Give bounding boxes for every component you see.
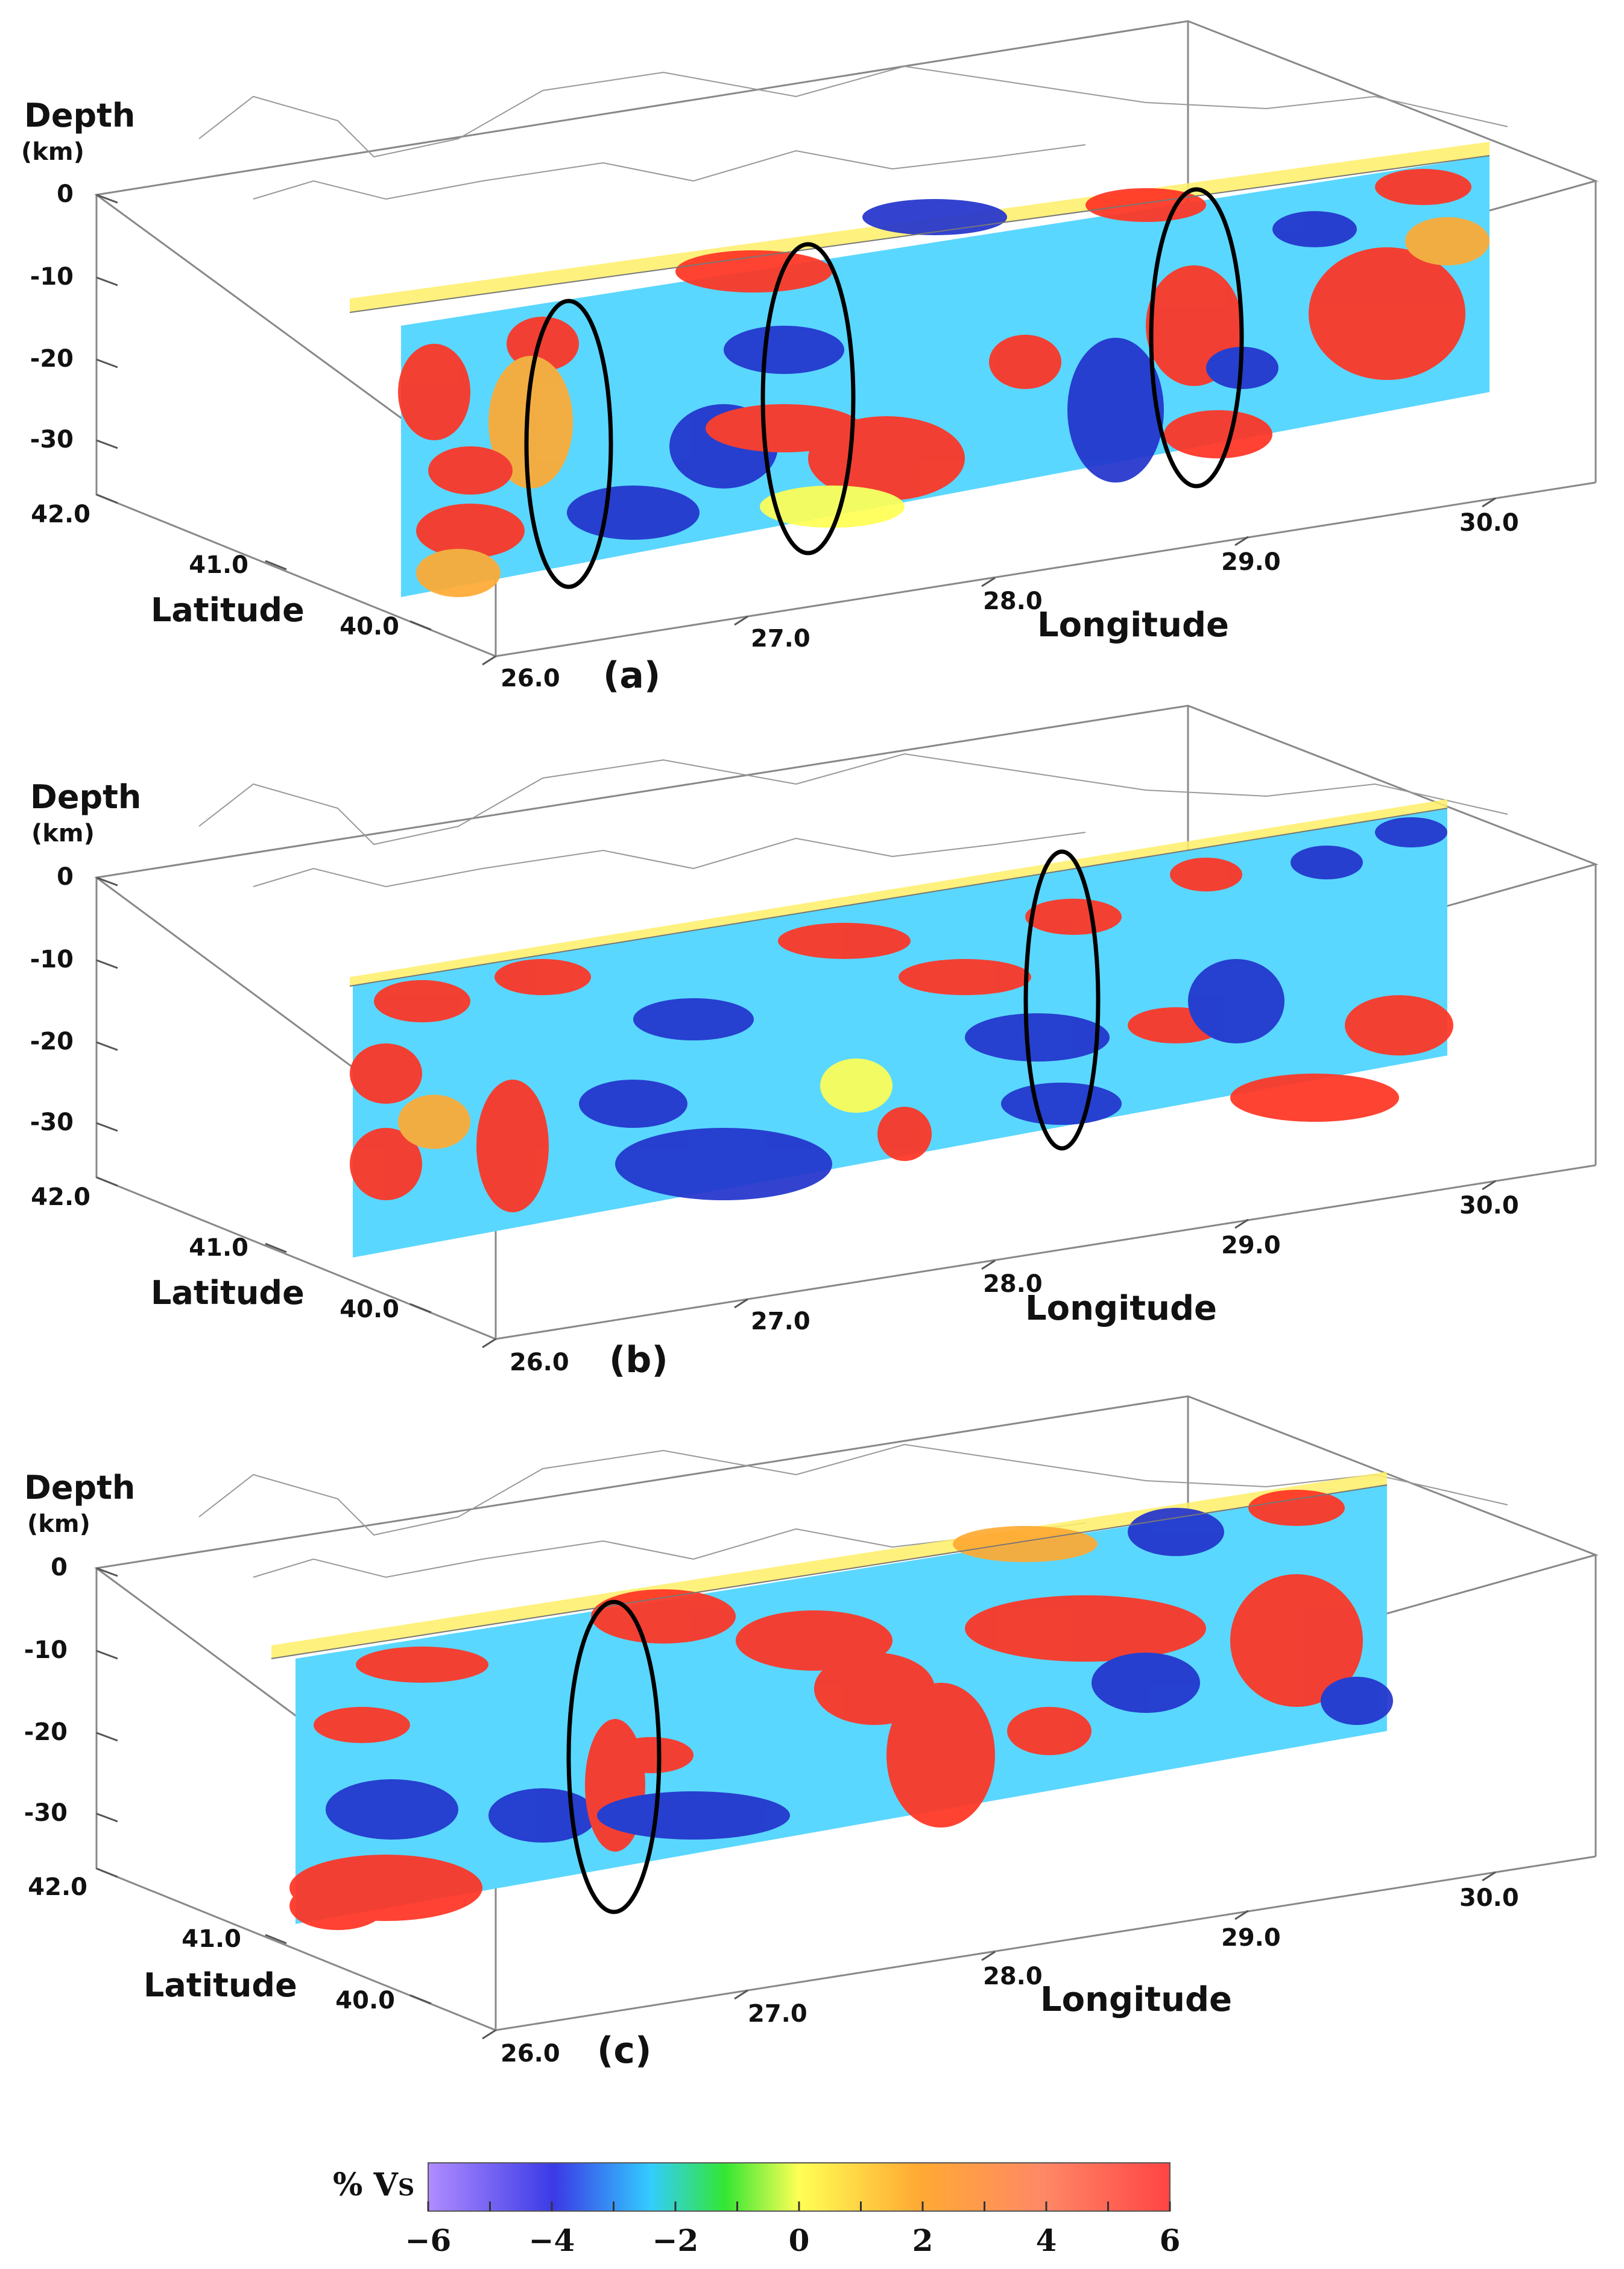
colorbar-tick-labels: −6 −4 −2 0 2 4 6 xyxy=(405,2223,1181,2258)
longitude-axis-title: Longitude xyxy=(1025,1289,1217,1328)
depth-tick: -20 xyxy=(24,1718,68,1746)
panel-c: Depth (km) 0 -10 -20 -30 42.0 41.0 40.0 … xyxy=(24,1395,1599,2072)
surface-band xyxy=(271,1472,1387,1659)
latitude-tick: 41.0 xyxy=(182,1925,241,1953)
longitude-tick: 28.0 xyxy=(983,1270,1043,1298)
longitude-ticks xyxy=(482,1871,1496,2040)
longitude-ticks xyxy=(482,497,1496,666)
depth-tick: -30 xyxy=(30,426,74,454)
depth-tick: -10 xyxy=(30,946,74,973)
panel-a: Depth (km) 0 -10 -20 -30 42.0 41.0 40.0 … xyxy=(21,20,1599,697)
colorbar-tick-label: −2 xyxy=(652,2223,699,2258)
depth-axis-unit: (km) xyxy=(27,1510,90,1538)
latitude-tick: 40.0 xyxy=(340,613,399,641)
longitude-tick: 26.0 xyxy=(501,2040,560,2068)
longitude-ticks xyxy=(482,1180,1496,1349)
depth-tick: -30 xyxy=(24,1799,68,1827)
latitude-tick: 40.0 xyxy=(340,1296,399,1323)
depth-ticks xyxy=(96,194,118,449)
latitude-axis-title: Latitude xyxy=(151,591,305,629)
colorbar-label: % VS xyxy=(333,2166,414,2203)
depth-axis-unit: (km) xyxy=(31,820,95,847)
latitude-ticks xyxy=(96,1176,432,1314)
latitude-axis-title: Latitude xyxy=(151,1274,305,1312)
coastline-lines xyxy=(198,753,1508,888)
depth-tick: -20 xyxy=(30,345,74,373)
longitude-tick: 26.0 xyxy=(501,665,560,692)
depth-tick: -30 xyxy=(30,1109,74,1136)
depth-ticks xyxy=(96,876,118,1132)
velocity-anomalies xyxy=(398,169,1490,597)
highlight-ellipses xyxy=(566,1600,662,1914)
colorbar: % VS −6 −4 −2 0 2 4 6 xyxy=(333,2162,1181,2258)
longitude-tick: 30.0 xyxy=(1459,1884,1519,1912)
depth-tick: 0 xyxy=(51,1554,68,1581)
longitude-tick: 30.0 xyxy=(1459,509,1519,537)
panel-label: (a) xyxy=(603,654,660,697)
latitude-ticks xyxy=(96,493,432,631)
panel-b: Depth (km) 0 -10 -20 -30 42.0 41.0 40.0 … xyxy=(30,704,1599,1381)
colorbar-ticks xyxy=(427,2201,1171,2211)
coastline-lines xyxy=(198,65,1508,200)
depth-axis-title: Depth xyxy=(24,1469,135,1507)
highlight-ellipses xyxy=(1023,849,1101,1151)
latitude-ticks xyxy=(96,1867,432,2005)
colorbar-tick-label: 2 xyxy=(912,2223,934,2258)
longitude-axis-title: Longitude xyxy=(1040,1980,1232,2019)
latitude-axis-title: Latitude xyxy=(144,1966,297,2004)
colorbar-tick-label: 0 xyxy=(789,2223,810,2258)
depth-axis-unit: (km) xyxy=(21,138,84,166)
latitude-tick: 40.0 xyxy=(335,1987,395,2014)
depth-axis-title: Depth xyxy=(30,778,141,816)
colorbar-tick-label: −6 xyxy=(405,2223,452,2258)
depth-tick: -20 xyxy=(30,1028,74,1055)
longitude-tick: 26.0 xyxy=(510,1349,569,1376)
surface-band xyxy=(350,799,1447,986)
longitude-tick: 30.0 xyxy=(1459,1192,1519,1220)
longitude-tick: 27.0 xyxy=(751,625,810,653)
depth-axis-title: Depth xyxy=(24,97,135,134)
depth-tick: -10 xyxy=(30,263,74,291)
longitude-tick: 27.0 xyxy=(748,2000,807,2028)
depth-tick: 0 xyxy=(57,863,74,891)
longitude-axis-title: Longitude xyxy=(1037,606,1229,645)
longitude-tick: 29.0 xyxy=(1221,1924,1281,1952)
longitude-tick: 29.0 xyxy=(1221,548,1281,576)
velocity-anomalies xyxy=(289,1490,1393,1930)
longitude-tick: 28.0 xyxy=(983,1963,1043,1990)
depth-tick: -10 xyxy=(24,1636,68,1664)
latitude-tick: 42.0 xyxy=(28,1873,87,1901)
latitude-tick: 41.0 xyxy=(189,1234,248,1262)
highlight-ellipses xyxy=(524,187,1244,589)
velocity-slice xyxy=(353,808,1447,1258)
latitude-tick: 41.0 xyxy=(189,551,248,579)
latitude-tick: 42.0 xyxy=(31,1183,90,1211)
panel-label: (b) xyxy=(609,1339,668,1381)
colorbar-tick-label: 6 xyxy=(1160,2223,1181,2258)
colorbar-tick-label: −4 xyxy=(529,2223,575,2258)
longitude-tick: 28.0 xyxy=(983,587,1043,615)
colorbar-tick-label: 4 xyxy=(1036,2223,1057,2258)
longitude-tick: 27.0 xyxy=(751,1308,810,1335)
depth-ticks xyxy=(96,1567,118,1823)
velocity-anomalies xyxy=(350,817,1453,1212)
depth-tick: 0 xyxy=(57,180,74,208)
latitude-tick: 42.0 xyxy=(31,501,90,528)
longitude-tick: 29.0 xyxy=(1221,1232,1281,1259)
velocity-slice xyxy=(401,156,1490,597)
panel-label: (c) xyxy=(597,2030,651,2072)
